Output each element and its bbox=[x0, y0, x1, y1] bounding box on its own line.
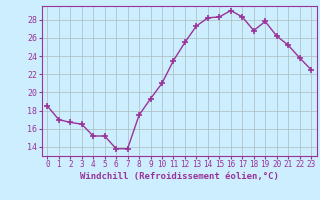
X-axis label: Windchill (Refroidissement éolien,°C): Windchill (Refroidissement éolien,°C) bbox=[80, 172, 279, 181]
